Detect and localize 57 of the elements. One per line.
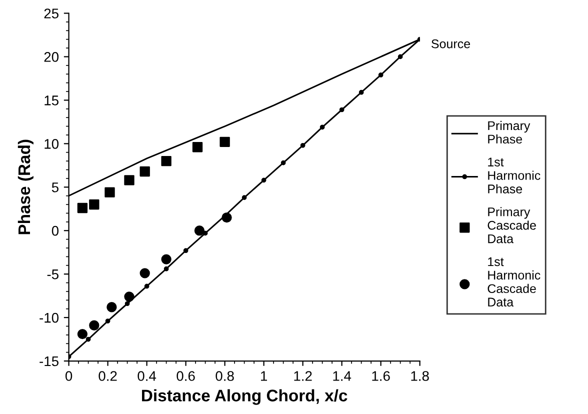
x-tick-label: 0.2	[98, 371, 117, 381]
point	[358, 90, 364, 95]
x-tick-label: 0.4	[138, 371, 156, 381]
point	[124, 175, 134, 186]
x-tick-label: 1.6	[372, 371, 390, 381]
point	[77, 328, 88, 340]
point	[89, 199, 100, 210]
x-tick-label: 1.2	[294, 371, 312, 381]
x-tick-label: 0	[65, 371, 72, 381]
legend-label: Primary Cascade Data	[488, 207, 536, 244]
y-tick-label: 20	[44, 52, 59, 62]
point	[104, 187, 115, 198]
point	[164, 266, 169, 272]
point	[339, 107, 344, 112]
point	[261, 178, 266, 183]
point	[280, 160, 286, 166]
point	[124, 301, 130, 306]
point	[220, 136, 230, 148]
point	[222, 212, 232, 223]
point	[242, 195, 247, 200]
point	[161, 156, 172, 166]
y-tick-label: -15	[40, 356, 58, 366]
point	[192, 142, 203, 152]
point	[140, 268, 150, 278]
y-tick-label: 5	[52, 182, 58, 192]
legend-label: Primary Phase	[488, 120, 530, 144]
y-tick-label: 10	[44, 138, 59, 149]
x-tick-label: 0.6	[176, 371, 195, 381]
annotation: Source	[432, 39, 470, 48]
y-tick-label: -10	[40, 312, 59, 323]
point	[144, 284, 150, 289]
legend-label: 1st Harmonic Phase	[488, 158, 540, 194]
x-tick-label: 0.8	[216, 371, 234, 381]
x-axis-title: Distance Along Chord, x/c	[142, 389, 348, 405]
point	[140, 166, 150, 177]
y-axis-title: Phase (Rad)	[18, 140, 34, 234]
point	[106, 302, 117, 312]
point	[194, 226, 205, 236]
point	[89, 320, 100, 330]
y-tick-label: -5	[47, 270, 58, 280]
legend-label: 1st Harmonic Cascade Data	[488, 257, 540, 307]
point	[320, 124, 325, 130]
x-tick-label: 1.4	[333, 371, 352, 381]
y-tick-label: 25	[44, 8, 58, 18]
point	[161, 254, 172, 264]
x-tick-label: 1.8	[411, 371, 429, 381]
point	[124, 292, 134, 302]
point	[378, 72, 384, 78]
point	[86, 336, 91, 342]
y-tick-label: 0	[52, 226, 59, 236]
point	[105, 318, 110, 324]
y-tick-label: 15	[44, 96, 58, 106]
point	[398, 54, 403, 60]
x-tick-label: 1	[261, 371, 267, 381]
point	[77, 202, 88, 214]
point	[300, 142, 306, 148]
point	[183, 248, 188, 254]
